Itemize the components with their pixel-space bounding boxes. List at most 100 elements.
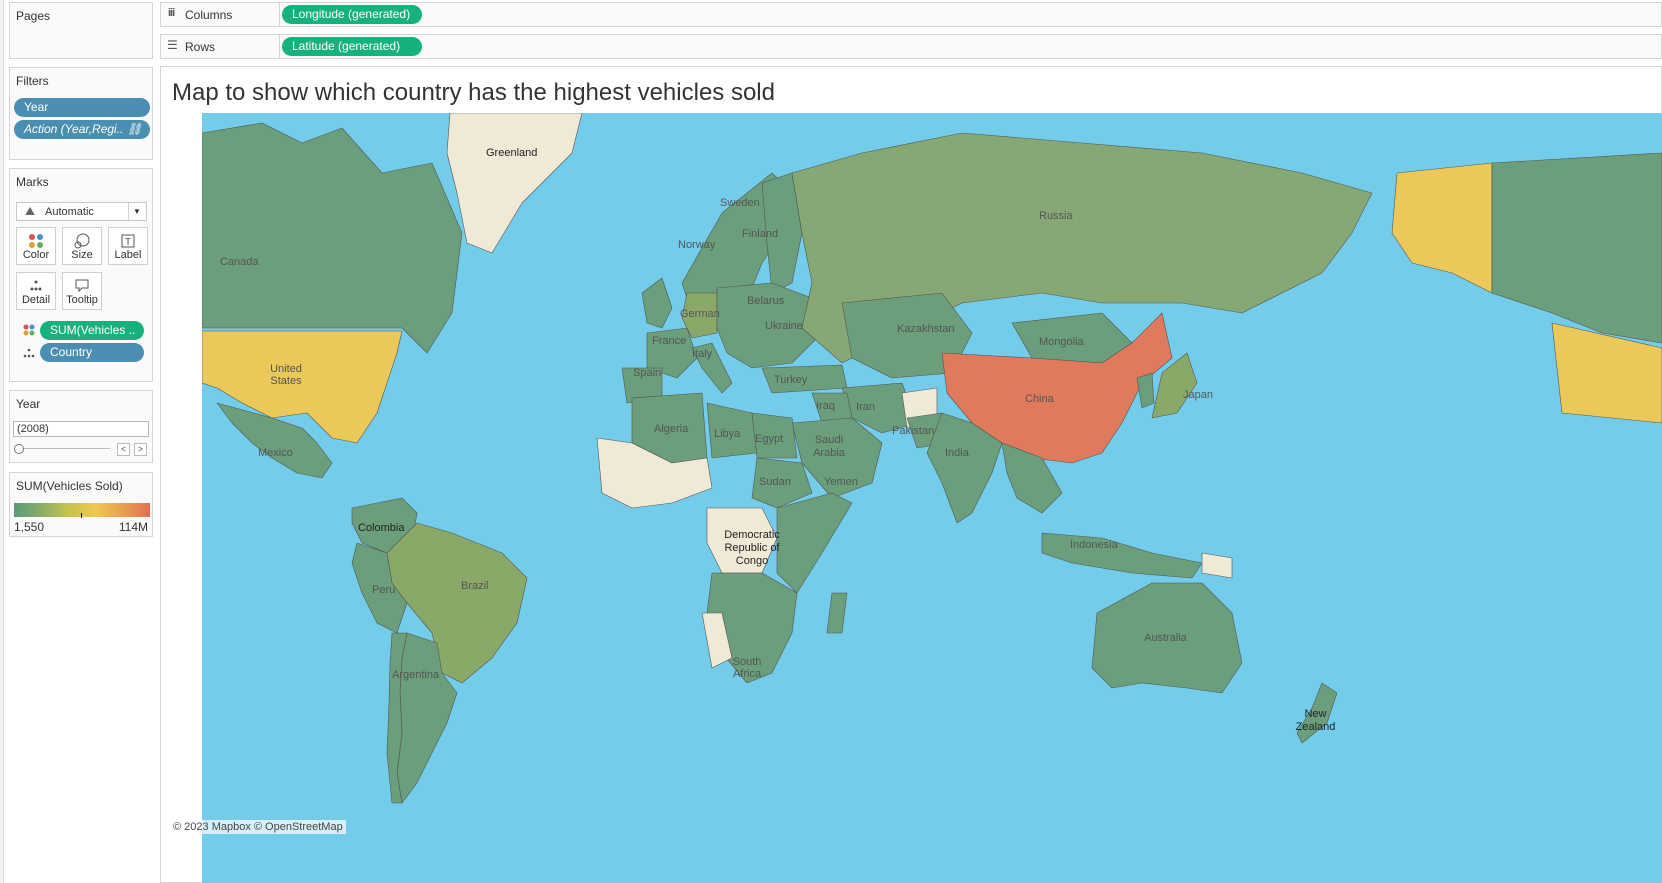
map-label-kazakhstan: Kazakhstan: [897, 323, 955, 335]
country-uk: [641, 277, 673, 329]
filter-pill-action[interactable]: Action (Year,Regi.. ⛓: [14, 120, 150, 139]
country-canada: [202, 122, 463, 354]
country-namibia: [701, 612, 733, 669]
map-label-mongolia: Mongolia: [1039, 336, 1084, 348]
country-us-east-sliver: [1551, 322, 1662, 424]
legend-min: 1,550: [14, 520, 45, 534]
map-label-finland: Finland: [742, 228, 779, 240]
filter-pill-year[interactable]: Year: [14, 98, 150, 117]
map-label-germany: German: [680, 308, 720, 320]
map-label-libya: Libya: [714, 428, 741, 440]
map-label-mexico: Mexico: [258, 447, 293, 459]
country-egypt: [751, 412, 798, 459]
map-label-norway: Norway: [678, 239, 716, 251]
color-legend-card: SUM(Vehicles Sold) 1,550 114M: [9, 472, 153, 537]
rows-pill[interactable]: Latitude (generated): [282, 37, 422, 56]
legend-marker: [81, 513, 82, 518]
rows-label: Rows: [185, 40, 216, 54]
map-label-russia: Russia: [1039, 210, 1073, 222]
svg-text:T: T: [125, 237, 131, 248]
map-label-turkey: Turkey: [774, 374, 808, 386]
left-edge-strip: [0, 0, 4, 883]
marks-card: Marks ⛰ Automatic ▼ Color Size T Label D…: [9, 168, 153, 382]
country-eastern-europe: [716, 282, 823, 369]
map-label-brazil: Brazil: [461, 580, 489, 592]
columns-shelf: iii Columns Longitude (generated): [160, 2, 1662, 27]
filters-card: Filters Year Action (Year,Regi.. ⛓: [9, 67, 153, 160]
legend-gradient: [14, 503, 150, 517]
map-label-peru: Peru: [372, 584, 396, 596]
country-canada-east: [1491, 152, 1662, 344]
legend-max: 114M: [118, 520, 148, 534]
country-italy: [691, 342, 733, 394]
map-label-sweden: Sweden: [720, 197, 760, 209]
detail-icon: [30, 280, 42, 291]
marks-title: Marks: [16, 175, 49, 189]
map-label-china: China: [1025, 393, 1054, 405]
year-slider[interactable]: [14, 444, 110, 454]
country-east-africa: [776, 492, 853, 594]
country-germany: [681, 292, 718, 339]
map-mark-icon: ⛰: [25, 204, 36, 218]
detail-field-icon: [23, 346, 35, 364]
country-japan: [1151, 352, 1198, 419]
map-label-greenland: Greenland: [486, 147, 538, 159]
country-korea: [1136, 372, 1155, 409]
color-field-icon: [23, 324, 35, 338]
pages-card: Pages: [9, 2, 153, 59]
text-label-icon: T: [121, 234, 135, 248]
label-button[interactable]: T Label: [108, 227, 148, 265]
map-label-indonesia: Indonesia: [1070, 539, 1118, 551]
country-united-states: [202, 330, 403, 444]
map-label-iran: Iran: [856, 401, 875, 413]
country-se-asia: [1001, 442, 1063, 514]
detail-field-pill[interactable]: Country: [40, 343, 144, 362]
map-label-united-states: United States: [270, 363, 302, 387]
filters-title: Filters: [16, 74, 49, 88]
detail-button[interactable]: Detail: [16, 272, 56, 310]
map-label-ukraine: Ukraine: [765, 320, 803, 332]
year-filter-card: Year (2008) < >: [9, 390, 153, 463]
map-label-egypt: Egypt: [755, 433, 784, 445]
map-attribution[interactable]: © 2023 Mapbox © OpenStreetMap: [170, 820, 346, 834]
world-map[interactable]: Greenland Sweden Finland Norway Russia C…: [202, 113, 1662, 883]
country-india: [926, 412, 1003, 524]
year-prev-button[interactable]: <: [117, 443, 130, 456]
country-france: [646, 327, 698, 379]
columns-pill[interactable]: Longitude (generated): [282, 5, 422, 24]
color-field-pill[interactable]: SUM(Vehicles ..: [40, 321, 144, 340]
map-label-italy: Italy: [692, 348, 713, 360]
link-icon: ⛓: [126, 122, 142, 136]
map-label-australia: Australia: [1144, 632, 1187, 644]
map-label-sudan: Sudan: [759, 476, 791, 488]
country-alaska: [1391, 162, 1493, 294]
size-icon: [74, 233, 90, 249]
year-filter-value[interactable]: (2008): [13, 421, 149, 437]
map-label-belarus: Belarus: [747, 295, 785, 307]
columns-label: Columns: [185, 8, 233, 22]
country-australia: [1091, 582, 1243, 694]
map-label-pakistan: Pakistan: [892, 425, 935, 437]
country-chile: [386, 632, 408, 804]
color-icon: [29, 234, 43, 248]
map-label-saudi-arabia: Saudi Arabia: [813, 434, 845, 459]
map-label-south-africa: South Africa: [732, 656, 762, 680]
year-slider-handle[interactable]: [14, 444, 24, 454]
country-greenland: [446, 113, 583, 254]
map-label-new-zealand: New Zealand: [1295, 708, 1336, 733]
size-button[interactable]: Size: [62, 227, 102, 265]
tooltip-icon: [75, 279, 89, 293]
color-button[interactable]: Color: [16, 227, 56, 265]
map-label-canada: Canada: [220, 256, 259, 268]
country-papua: [1201, 552, 1233, 579]
chevron-down-icon: ▼: [128, 203, 145, 220]
year-filter-title: Year: [16, 397, 41, 411]
year-next-button[interactable]: >: [134, 443, 147, 456]
map-label-france: France: [652, 335, 687, 347]
map-label-colombia: Colombia: [358, 522, 405, 534]
rows-icon: ☰: [167, 38, 178, 52]
map-label-japan: Japan: [1183, 389, 1213, 401]
viz-title: Map to show which country has the highes…: [172, 79, 775, 106]
mark-type-dropdown[interactable]: ⛰ Automatic ▼: [16, 202, 147, 221]
tooltip-button[interactable]: Tooltip: [62, 272, 102, 310]
